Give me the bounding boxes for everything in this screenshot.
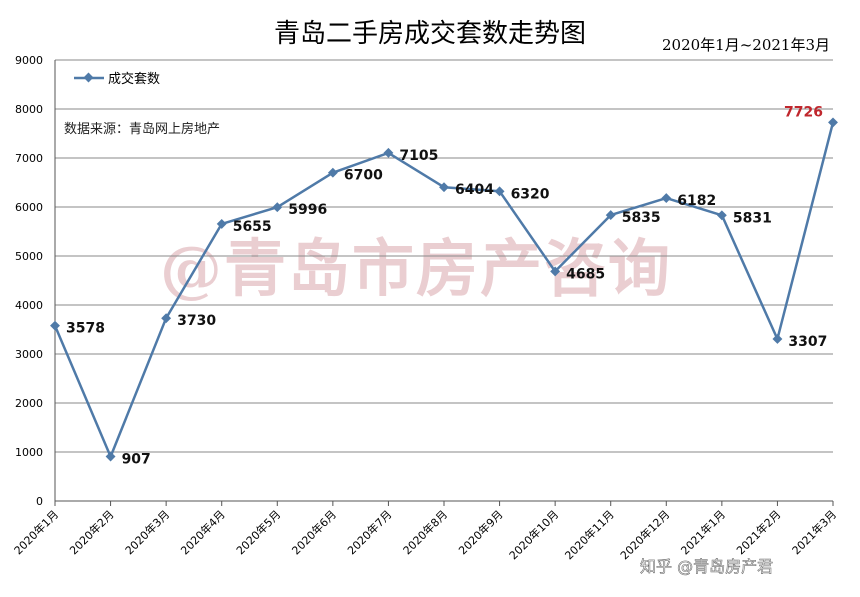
x-tick-label: 2020年5月 (233, 507, 283, 557)
data-point (216, 218, 227, 229)
y-tick-label: 7000 (15, 152, 43, 165)
data-point (661, 193, 672, 204)
data-point (383, 147, 394, 158)
chart-title: 青岛二手房成交套数走势图 (274, 19, 586, 49)
data-label: 7105 (399, 148, 438, 164)
y-tick-label: 0 (36, 495, 43, 508)
x-tick-label: 2020年8月 (400, 507, 450, 557)
x-tick-label: 2021年3月 (789, 507, 839, 557)
data-label: 3307 (788, 334, 827, 350)
grid (55, 59, 833, 453)
source-note: 数据来源：青岛网上房地产 (64, 121, 220, 137)
watermark-text: @青岛市房产咨询 (160, 232, 672, 305)
y-tick-label: 3000 (15, 348, 43, 361)
x-tick-label: 2020年9月 (455, 507, 505, 557)
chart-subtitle: 2020年1月~2021年3月 (662, 36, 830, 54)
x-tick-label: 2020年6月 (289, 507, 339, 557)
data-point (716, 210, 727, 221)
y-tick-label: 2000 (15, 397, 43, 410)
data-label: 5831 (733, 210, 772, 226)
data-labels: 3578 907 3730 5655 5996 6700 7105 6404 6320 4685 5… (66, 104, 827, 467)
data-point (50, 320, 60, 331)
data-point (439, 182, 449, 193)
y-tick-label: 8000 (15, 103, 43, 116)
data-point (272, 202, 283, 213)
data-point (494, 186, 505, 197)
data-label: 907 (122, 452, 151, 468)
data-label: 3578 (66, 321, 105, 337)
legend-diamond-marker (83, 72, 94, 83)
data-label: 7726 (784, 104, 823, 120)
data-point (828, 117, 838, 128)
data-label: 5996 (288, 202, 327, 218)
x-tick-label: 2020年3月 (122, 507, 172, 557)
y-tick-label: 5000 (15, 250, 43, 263)
data-label: 4685 (566, 266, 605, 282)
data-label: 6182 (677, 193, 716, 209)
y-tick-label: 6000 (15, 201, 43, 214)
x-tick-label: 2020年11月 (562, 507, 617, 562)
x-tick-label: 2021年2月 (733, 507, 783, 557)
x-tick-label: 2020年2月 (66, 507, 116, 557)
data-label: 6404 (455, 182, 494, 198)
data-label: 6320 (511, 186, 550, 202)
y-tick-label: 4000 (15, 299, 43, 312)
x-tick-label: 2020年1月 (11, 507, 61, 557)
data-point (161, 313, 172, 324)
legend: 成交套数 (74, 71, 160, 87)
data-label: 6700 (344, 168, 383, 184)
data-label: 3730 (177, 313, 216, 329)
data-point (605, 210, 616, 221)
y-tick-label: 9000 (15, 54, 43, 67)
data-label: 5835 (622, 210, 661, 226)
footer-watermark: 知乎 @青岛房产君 (640, 557, 773, 576)
data-point (550, 266, 561, 277)
x-tick-label: 2020年10月 (506, 507, 561, 562)
x-tick-label: 2021年1月 (678, 507, 728, 557)
data-point (772, 334, 783, 344)
x-tick-label: 2020年4月 (178, 507, 228, 557)
data-point (105, 451, 116, 462)
data-point (327, 167, 338, 178)
y-tick-label: 1000 (15, 446, 43, 459)
data-label: 5655 (233, 219, 272, 235)
x-tick-label: 2020年7月 (344, 507, 394, 557)
legend-label: 成交套数 (108, 71, 160, 87)
x-tick-label: 2020年12月 (617, 507, 672, 562)
